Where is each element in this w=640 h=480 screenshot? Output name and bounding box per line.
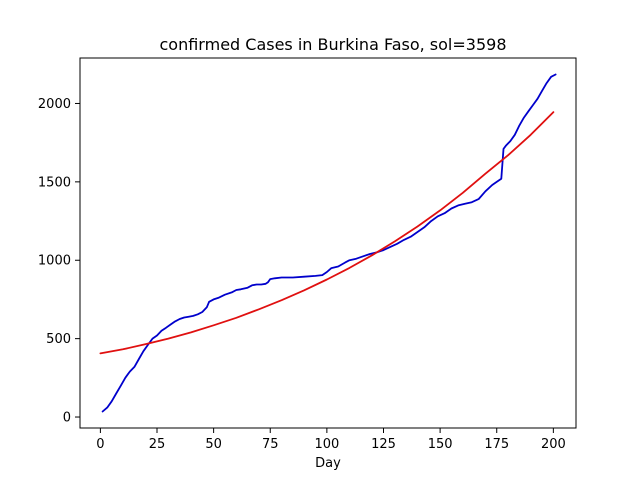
series-line-confirmed <box>101 73 557 413</box>
series-line-fit <box>99 111 555 355</box>
y-tick-label: 0 <box>63 411 71 426</box>
x-tick-label: 200 <box>541 437 566 452</box>
x-axis: 0 25 50 75 100 125 150 175 200 <box>96 428 566 452</box>
x-axis-label: Day <box>315 456 341 471</box>
y-tick-label: 500 <box>46 332 71 347</box>
x-tick-label: 50 <box>205 437 222 452</box>
y-tick-label: 1000 <box>38 254 71 269</box>
series-layer <box>99 73 557 413</box>
x-tick-label: 75 <box>262 437 279 452</box>
x-tick-label: 0 <box>96 437 104 452</box>
y-tick-label: 1500 <box>38 175 71 190</box>
plot-frame <box>79 57 577 429</box>
x-tick-label: 100 <box>314 437 339 452</box>
plot-area <box>79 57 577 429</box>
x-tick-label: 125 <box>371 437 396 452</box>
chart-title: confirmed Cases in Burkina Faso, sol=359… <box>160 35 507 54</box>
x-tick-label: 150 <box>428 437 453 452</box>
x-tick-label: 25 <box>149 437 166 452</box>
y-axis: 0 500 1000 1500 2000 <box>38 97 80 426</box>
y-tick-label: 2000 <box>38 97 71 112</box>
x-tick-label: 175 <box>484 437 509 452</box>
